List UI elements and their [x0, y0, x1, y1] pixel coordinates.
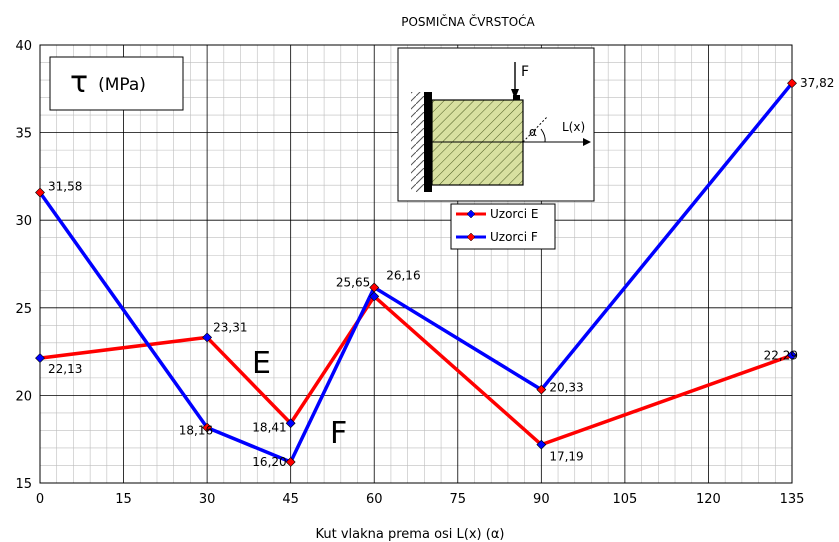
data-label: 17,19 — [549, 450, 583, 464]
x-tick-label: 105 — [612, 492, 637, 507]
data-point-marker — [285, 457, 296, 467]
y-tick-label: 25 — [15, 302, 32, 317]
legend-marker-e-icon — [466, 209, 476, 219]
force-arrow-icon — [511, 89, 519, 99]
data-point-marker — [536, 384, 547, 395]
data-point-marker — [536, 439, 547, 450]
data-point-marker — [787, 78, 797, 89]
data-point-marker — [35, 187, 45, 198]
unit-box: τ (MPa) — [49, 56, 184, 111]
legend-marker-f-icon — [466, 232, 476, 242]
x-axis-label: Kut vlakna prema osi L(x) (α) — [316, 527, 505, 542]
y-tick-label: 40 — [15, 39, 32, 54]
data-label: 18,16 — [179, 424, 213, 438]
y-tick-label: 30 — [15, 214, 32, 229]
x-tick-label: 30 — [199, 492, 216, 507]
angle-line — [522, 116, 548, 143]
x-tick-label: 45 — [282, 492, 299, 507]
data-point-marker — [369, 282, 380, 293]
data-point-marker — [787, 350, 797, 361]
y-tick-label: 20 — [15, 389, 32, 404]
data-label: 25,65 — [336, 275, 370, 289]
wall-hatching — [411, 92, 424, 192]
data-point-marker — [285, 418, 296, 429]
curve-label-e: E — [252, 346, 271, 381]
x-tick-label: 15 — [115, 492, 132, 507]
x-tick-label: 0 — [36, 492, 44, 507]
curve-label-f: F — [330, 416, 347, 451]
series-line-f — [38, 82, 794, 464]
series-line-e — [39, 294, 793, 447]
data-point-marker — [35, 353, 45, 364]
data-label: 26,16 — [386, 268, 420, 282]
data-label: 20,33 — [549, 381, 583, 395]
data-label: 23,31 — [213, 320, 247, 334]
y-axis-ticks: 15 20 25 30 35 40 — [15, 39, 32, 492]
x-tick-label: 90 — [533, 492, 550, 507]
inset-axis-label: L(x) — [562, 120, 585, 134]
data-label: 22,29 — [764, 348, 798, 362]
unit-label: τ (MPa) — [70, 65, 146, 100]
data-label: 31,58 — [48, 180, 82, 194]
tau-symbol: τ — [70, 65, 88, 100]
x-axis-ticks: 0 15 30 45 60 75 90 105 120 135 — [36, 492, 805, 507]
l-axis-arrow-icon — [583, 138, 591, 146]
clamp-wall — [424, 92, 432, 192]
data-label: 22,13 — [48, 362, 82, 376]
data-point-marker — [202, 332, 213, 343]
inset-force-label: F — [521, 64, 529, 80]
inset-angle-label: α — [529, 125, 537, 139]
load-point — [513, 95, 520, 100]
inset-diagram: α L(x) F — [397, 47, 595, 202]
plot-area-border — [39, 44, 793, 484]
unit-text: (MPa) — [98, 75, 146, 95]
angle-arc — [540, 128, 546, 143]
data-label: 16,20 — [252, 455, 286, 469]
series-layer — [35, 78, 797, 467]
data-label: 18,41 — [252, 420, 286, 434]
y-tick-label: 35 — [15, 127, 32, 142]
x-tick-label: 60 — [366, 492, 383, 507]
legend-box — [450, 203, 556, 250]
data-point-marker — [202, 422, 213, 433]
legend-label-f: Uzorci F — [490, 230, 538, 244]
x-tick-label: 135 — [780, 492, 805, 507]
legend-label-e: Uzorci E — [490, 207, 538, 221]
data-point-marker — [369, 291, 380, 302]
x-tick-label: 120 — [696, 492, 721, 507]
legend: Uzorci E Uzorci F — [450, 203, 556, 250]
data-label-layer: 22,13 23,31 18,41 25,65 17,19 22,29 31,58 18,16… — [48, 76, 834, 469]
data-label: 37,82 — [800, 76, 834, 90]
x-tick-label: 75 — [450, 492, 467, 507]
y-tick-label: 15 — [15, 477, 32, 492]
chart-title: POSMIČNA ČVRSTOĆA — [401, 14, 535, 29]
